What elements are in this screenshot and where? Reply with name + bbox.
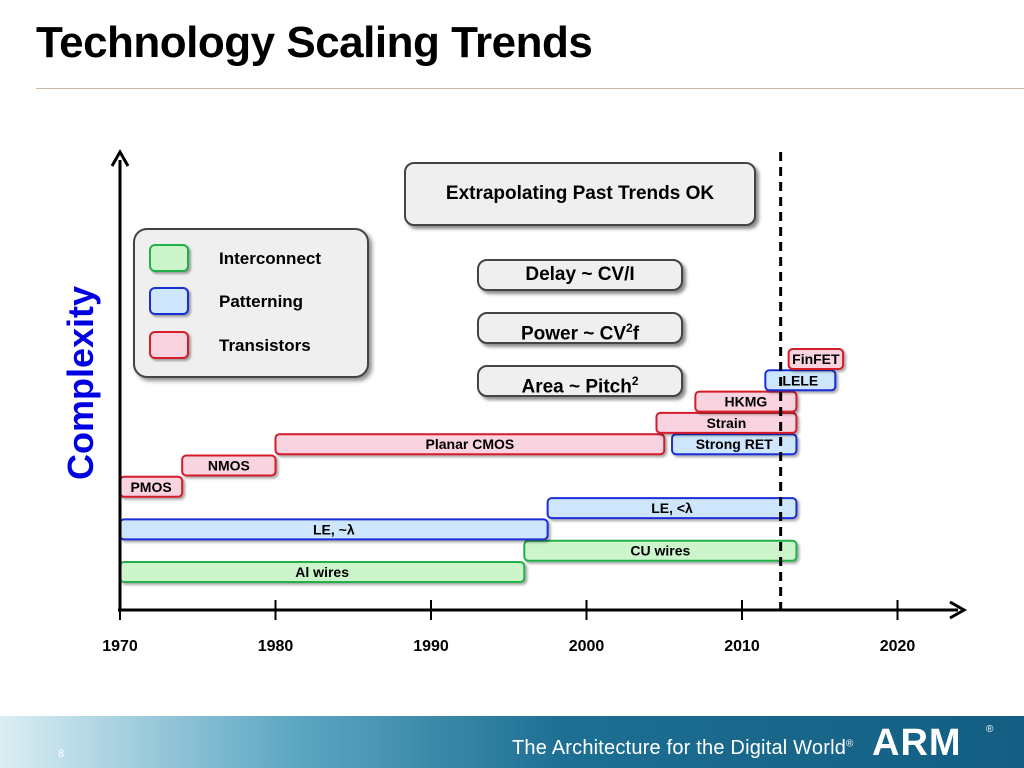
area-text: Area ~ Pitch [521,376,631,397]
arm-logo: ARM [872,722,962,765]
x-tick-label: 1970 [90,638,150,656]
power-suffix: f [633,323,639,344]
legend-swatch-patterning [149,287,189,315]
x-tick-label: 1990 [401,638,461,656]
timeline-bar-label: HKMG [724,394,767,410]
timeline-bar-strain [656,413,796,433]
x-tick-label: 1980 [246,638,306,656]
area-superscript: 2 [632,374,639,388]
timeline-bar-label: PMOS [130,479,171,495]
power-superscript: 2 [626,321,633,335]
legend-label-transistors: Transistors [219,336,311,356]
timeline-bar-label: Al wires [295,564,349,580]
callout-area: Area ~ Pitch2 [477,365,683,397]
y-axis-label: Complexity [60,286,102,480]
power-text: Power ~ CV [521,323,626,344]
timeline-bar-label: Strong RET [696,436,773,452]
timeline-bar-cu-wires [524,541,796,561]
slide-title: Technology Scaling Trends [36,18,592,68]
callout-power: Power ~ CV2f [477,312,683,344]
x-axis-arrowhead [950,602,964,618]
x-tick-label: 2000 [557,638,617,656]
x-tick-label: 2010 [712,638,772,656]
timeline-bar-strong-ret [672,434,796,454]
timeline-bar-lele [765,370,835,390]
tagline-text: The Architecture for the Digital World [512,737,846,759]
legend-label-interconnect: Interconnect [219,249,321,269]
callout-delay: Delay ~ CV/I [477,259,683,291]
timeline-bar-label: Planar CMOS [426,436,515,452]
page-number: 8 [58,748,64,760]
tagline-mark: ® [846,738,854,749]
legend-label-patterning: Patterning [219,292,303,312]
x-tick-label: 2020 [868,638,928,656]
timeline-bar-label: LELE [782,372,818,388]
timeline-bar-finfet [789,349,843,369]
timeline-bar-label: LE, <λ [651,500,693,516]
legend: Interconnect Patterning Transistors [133,228,369,378]
timeline-bar-planar-cmos [276,434,665,454]
x-axis-ticks [120,600,898,620]
timeline-bar-label: Strain [707,415,747,431]
timeline-bar-le- [548,498,797,518]
timeline-bar-label: CU wires [630,543,690,559]
timeline-bar-label: FinFET [792,351,840,367]
timeline-bar-label: LE, ~λ [313,521,355,537]
timeline-bar-al-wires [120,562,524,582]
callout-main: Extrapolating Past Trends OK [404,162,756,226]
legend-swatch-transistors [149,331,189,359]
timeline-bar-label: NMOS [208,458,250,474]
y-axis-arrowhead [112,152,128,166]
footer-tagline: The Architecture for the Digital World® [512,737,854,760]
timeline-bar-nmos [182,456,275,476]
arm-logo-mark: ® [986,724,993,735]
legend-swatch-interconnect [149,244,189,272]
timeline-bar-pmos [120,477,182,497]
timeline-bar-hkmg [695,392,796,412]
timeline-bar-le- [120,519,548,539]
title-divider [36,88,1024,89]
